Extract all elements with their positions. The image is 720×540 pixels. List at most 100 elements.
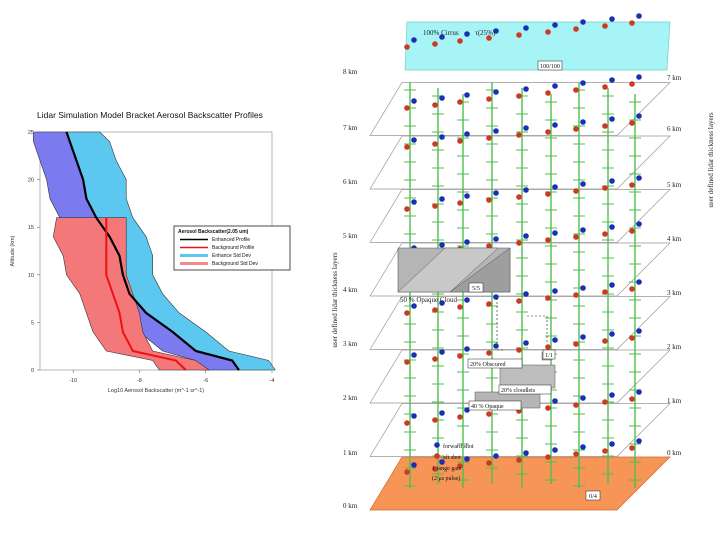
- forward-shot-dot: [580, 19, 586, 25]
- layer-plane: [369, 82, 671, 136]
- forward-shot-dot: [636, 221, 642, 227]
- forward-shot-dot: [580, 395, 586, 401]
- forward-shot-dot: [552, 83, 558, 89]
- aft-shot-dot: [432, 356, 438, 362]
- forward-shot-dot: [411, 199, 417, 205]
- forward-shot-dot: [439, 300, 445, 306]
- opaque-box-label-frame: [468, 282, 484, 293]
- forward-shot-dot: [493, 190, 499, 196]
- km-right-label: 3 km: [667, 289, 682, 297]
- aft-shot-dot: [629, 120, 635, 126]
- aft-shot-dot: [457, 99, 463, 105]
- forward-shot-dot: [493, 89, 499, 95]
- layer-plane: [369, 135, 671, 190]
- forward-shot-dot: [493, 453, 499, 459]
- forward-shot-dot: [609, 16, 615, 22]
- y-tick-label: 20: [28, 178, 34, 184]
- opaque-cloud-top: [397, 247, 499, 293]
- aft-shot-dot: [516, 32, 522, 38]
- aft-shot-dot: [545, 90, 551, 96]
- forward-shot-dot: [411, 37, 417, 43]
- aft-shot-dot: [629, 81, 635, 87]
- forward-shot-dot: [609, 441, 615, 447]
- aft-shot-dot: [629, 335, 635, 341]
- legend-forward-label: forward shot: [443, 443, 474, 450]
- forward-shot-dot: [439, 34, 445, 40]
- aft-shot-dot: [545, 29, 551, 35]
- legend-entry: Enhance Std Dev: [212, 253, 251, 259]
- cloud-layer-diagram: 0 km 1 km 2 km 3 km 4 km 5 km 6 km 7 km 8 km 0 km…: [331, 13, 715, 511]
- km-left-label: 4 km: [343, 286, 358, 294]
- forward-shot-dot: [523, 233, 529, 239]
- forward-shot-dot: [523, 187, 529, 193]
- forward-shot-dot: [636, 328, 642, 334]
- forward-shot-dot: [523, 450, 529, 456]
- aft-shot-dot: [573, 451, 579, 457]
- aft-shot-dot: [602, 399, 608, 405]
- aft-shot-dot: [573, 402, 579, 408]
- y-tick-label: 5: [31, 320, 34, 326]
- forward-shot-dot: [609, 77, 615, 83]
- enhanced-profile-line: [65, 131, 240, 371]
- forward-shot-dot: [523, 125, 529, 131]
- forward-shot-dot: [580, 119, 586, 125]
- forward-shot-dot: [464, 193, 470, 199]
- forward-shot-dot: [580, 181, 586, 187]
- aft-shot-dot: [602, 289, 608, 295]
- backscatter-profile-chart: Lidar Simulation Model Bracket Aerosol B…: [10, 110, 291, 394]
- aft-shot-dot: [573, 26, 579, 32]
- forward-shot-dot: [439, 349, 445, 355]
- layer-plane: [369, 189, 671, 243]
- aft-shot-dot: [573, 87, 579, 93]
- layer-plane: [369, 296, 671, 350]
- x-tick-label: -10: [69, 378, 77, 384]
- forward-shot-dot: [636, 389, 642, 395]
- forward-shot-dot: [552, 184, 558, 190]
- km-left-label: 0 km: [343, 502, 358, 510]
- km-right-label: 5 km: [667, 181, 682, 189]
- km-left-label: 5 km: [343, 232, 358, 240]
- obscured-label: 20% Obscured: [470, 362, 506, 368]
- opaque-box-label: 5/5: [472, 286, 480, 292]
- aft-shot-dot: [432, 102, 438, 108]
- cirrus-tau-label: τ(25%): [475, 29, 496, 37]
- cloudlet-label: 20% cloudlets: [501, 388, 536, 394]
- km-right-label: 7 km: [667, 74, 682, 82]
- aft-shot-dot: [573, 234, 579, 240]
- x-tick-label: -6: [203, 378, 208, 384]
- aft-shot-dot: [629, 445, 635, 451]
- ground-box-label: 0/4: [589, 494, 597, 500]
- forward-shot-dot: [609, 331, 615, 337]
- forward-shot-dot: [580, 444, 586, 450]
- km-right-label: 1 km: [667, 397, 682, 405]
- aft-shot-dot: [432, 41, 438, 47]
- forward-shot-dot: [493, 236, 499, 242]
- forward-shot-dot: [636, 438, 642, 444]
- opaque40-label-frame: [468, 400, 522, 411]
- legend-entry: Background Profile: [212, 245, 254, 251]
- aft-shot-dot: [404, 359, 410, 365]
- forward-shot-dot: [609, 224, 615, 230]
- aft-shot-dot: [545, 344, 551, 350]
- aft-shot-dot: [486, 460, 492, 466]
- obscured-leader: [525, 315, 548, 342]
- legend-title: Aerosol Backscatter(2.05 um): [178, 229, 249, 235]
- legend-entry: Enhanced Profile: [212, 237, 250, 243]
- aft-shot-dot: [457, 200, 463, 206]
- aft-shot-dot: [486, 350, 492, 356]
- aft-shot-dot: [486, 35, 492, 41]
- range-gate-label: 1 range gate: [432, 466, 462, 472]
- km-left-label: 1 km: [343, 449, 358, 457]
- aft-shot-dot: [432, 141, 438, 147]
- forward-shot-dot: [464, 31, 470, 37]
- y-tick-label: 25: [28, 130, 34, 136]
- cloudlet-box: [499, 364, 556, 389]
- x-tick-label: -4: [270, 378, 275, 384]
- aft-shot-dot: [545, 191, 551, 197]
- aft-shot-dot: [432, 466, 438, 472]
- forward-shot-dot: [552, 447, 558, 453]
- forward-shot-dot: [464, 239, 470, 245]
- pulse-label: (2 μs pulse): [432, 475, 460, 482]
- km-left-label: 3 km: [343, 340, 358, 348]
- aft-shot-dot: [629, 286, 635, 292]
